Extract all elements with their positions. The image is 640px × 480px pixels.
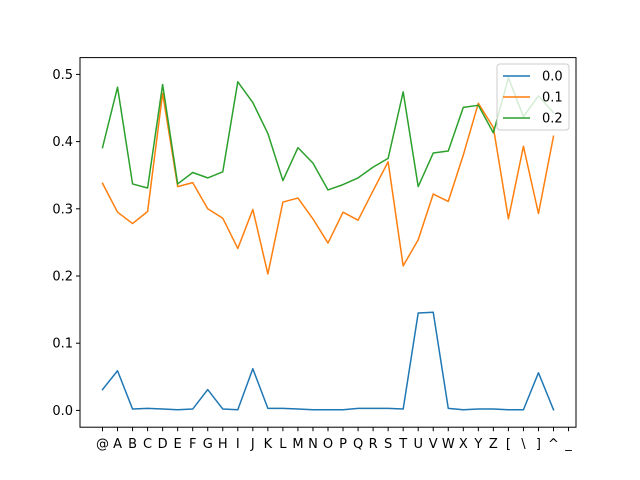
x-tick-label: E bbox=[174, 437, 182, 452]
legend-label: 0.0 bbox=[542, 70, 563, 85]
x-tick-label: P bbox=[339, 437, 347, 452]
y-tick-label: 0.0 bbox=[52, 404, 73, 419]
legend-box bbox=[496, 63, 570, 131]
x-tick-label: D bbox=[158, 437, 168, 452]
x-tick-label: A bbox=[113, 437, 122, 452]
x-tick-label: W bbox=[442, 437, 455, 452]
x-tick-label: Z bbox=[489, 437, 498, 452]
plot-frame bbox=[79, 57, 577, 428]
y-tick-label: 0.2 bbox=[52, 270, 73, 285]
x-tick-label: _ bbox=[564, 437, 572, 452]
y-tick-label: 0.5 bbox=[52, 68, 73, 83]
x-tick-label: H bbox=[218, 437, 228, 452]
x-tick-label: R bbox=[369, 437, 378, 452]
series-line-2 bbox=[101, 77, 555, 191]
x-tick-label: L bbox=[279, 437, 287, 452]
y-tick-label: 0.3 bbox=[52, 202, 73, 217]
x-tick-label: M bbox=[292, 437, 303, 452]
x-tick-label: U bbox=[413, 437, 423, 452]
x-tick-label: ] bbox=[536, 437, 541, 452]
x-tick-label: S bbox=[384, 437, 392, 452]
x-tick-label: V bbox=[429, 437, 438, 452]
x-tick-label: [ bbox=[506, 437, 511, 452]
x-tick-label: X bbox=[459, 437, 468, 452]
x-tick-label: \ bbox=[521, 437, 526, 452]
x-tick-label: I bbox=[236, 437, 240, 452]
x-tick-label: ^ bbox=[548, 437, 559, 452]
x-tick-label: @ bbox=[96, 437, 109, 452]
x-tick-label: F bbox=[189, 437, 196, 452]
y-tick-label: 0.4 bbox=[52, 135, 73, 150]
y-axis: 0.0 0.1 0.2 0.3 0.4 0.5 bbox=[52, 68, 80, 419]
x-tick-label: T bbox=[398, 437, 407, 452]
x-axis: @ A B C D E F G H I J K L M N O P Q R S T U V W X Y Z [ \] ^ _ bbox=[96, 427, 572, 452]
x-tick-label: K bbox=[264, 437, 273, 452]
x-tick-label: N bbox=[308, 437, 318, 452]
x-tick-label: C bbox=[143, 437, 152, 452]
x-tick-label: O bbox=[323, 437, 333, 452]
legend: 0.0 0.1 0.2 bbox=[496, 63, 570, 131]
series-line-1 bbox=[101, 92, 555, 275]
x-tick-label: J bbox=[250, 437, 255, 452]
x-tick-label: Q bbox=[353, 437, 363, 452]
series-layer bbox=[101, 77, 555, 411]
series-line-0 bbox=[101, 311, 555, 411]
x-tick-label: Y bbox=[473, 437, 482, 452]
x-tick-label: B bbox=[128, 437, 137, 452]
x-tick-label: G bbox=[203, 437, 213, 452]
legend-label: 0.2 bbox=[542, 112, 563, 127]
legend-label: 0.1 bbox=[542, 91, 563, 106]
y-tick-label: 0.1 bbox=[52, 337, 73, 352]
